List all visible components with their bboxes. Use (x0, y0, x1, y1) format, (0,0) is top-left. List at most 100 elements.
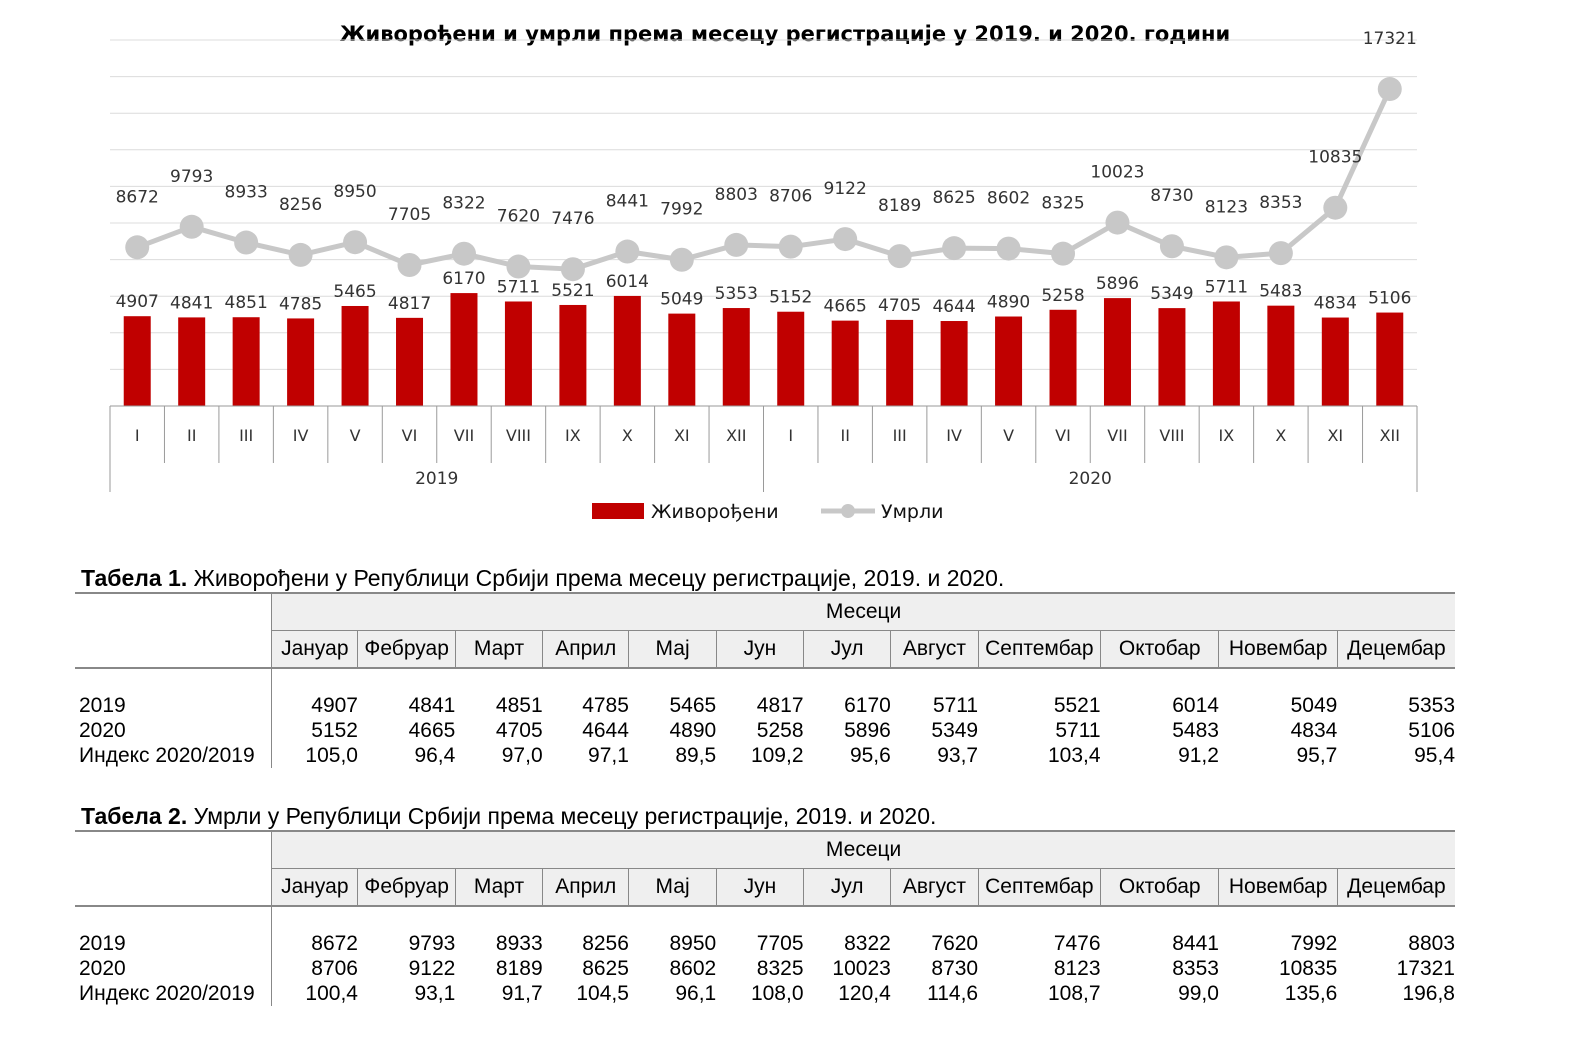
header-month: Април (542, 868, 629, 907)
data-label-births: 4665 (824, 297, 867, 317)
table-cell: 8256 (582, 932, 629, 955)
table-row: 2019 8672 9793 8933 8256 8950 7705 8322 7620 7476… (75, 931, 1455, 956)
header-stub (75, 868, 272, 907)
table-cell: 8123 (1053, 957, 1101, 980)
bar-births (123, 316, 151, 406)
line-deaths (136, 87, 1393, 272)
header-month: Јун (715, 630, 804, 669)
bar-births (1049, 309, 1077, 406)
bar-births (287, 318, 315, 406)
table-cell: 17321 (1396, 957, 1455, 980)
spacer-cell (75, 668, 273, 693)
table-cell: 4665 (408, 719, 456, 742)
x-tick-label: XII (726, 426, 746, 445)
x-tick-label: IX (1219, 426, 1235, 445)
header-month: Децембар (1336, 630, 1455, 669)
header-month: Април (542, 630, 629, 669)
x-tick-label: VI (402, 426, 418, 445)
spacer-cell (75, 906, 273, 931)
header-months-group: Месеци (271, 592, 1455, 631)
bar-births (1158, 308, 1186, 406)
header-month: Фебруар (357, 630, 456, 669)
table-cell: 4890 (669, 719, 717, 742)
header-month: Јануар (271, 630, 358, 669)
data-label-deaths: 9793 (170, 167, 213, 187)
table-cell: 6170 (844, 694, 891, 717)
data-label-deaths: 8322 (442, 194, 485, 214)
x-tick-label: IX (565, 426, 581, 445)
bar-births (668, 313, 696, 406)
x-tick-label: VIII (1159, 426, 1184, 445)
table-cell: 4785 (582, 694, 629, 717)
births-deaths-chart: Живорођени и умрли према месецу регистра… (109, 22, 1418, 523)
legend-label-births: Живорођени (651, 501, 779, 523)
table-cell: 5349 (931, 719, 979, 742)
table-cell: 91,7 (501, 982, 543, 1005)
table-cell: 93,1 (414, 982, 456, 1005)
data-label-births: 4705 (878, 296, 921, 316)
point-deaths (1268, 241, 1293, 266)
table-row: 2019 4907 4841 4851 4785 5465 4817 6170 5711 5521… (75, 693, 1455, 718)
point-deaths (397, 252, 422, 277)
data-label-births: 5711 (497, 277, 540, 297)
point-deaths (1105, 210, 1130, 235)
table-cell: 105,0 (305, 744, 358, 767)
x-tick-label: V (1003, 426, 1014, 445)
point-deaths (887, 244, 912, 269)
table-row: 2020 5152 4665 4705 4644 4890 5258 5896 5349 5711… (75, 718, 1455, 743)
data-label-deaths: 10835 (1308, 148, 1362, 168)
table-cell: 4705 (495, 719, 543, 742)
table-cell: 120,4 (838, 982, 891, 1005)
data-label-deaths: 17321 (1363, 29, 1417, 49)
header-month: Фебруар (357, 868, 456, 907)
data-label-deaths: 8706 (769, 187, 812, 207)
header-month: Јул (803, 868, 891, 907)
data-label-births: 5521 (551, 281, 594, 301)
point-deaths (343, 230, 368, 255)
header-month: Мај (628, 630, 717, 669)
point-deaths (833, 227, 858, 252)
data-label-births: 4851 (225, 293, 268, 313)
bar-births (559, 304, 587, 406)
table-cell: 6014 (1172, 694, 1219, 717)
table-cell: 8933 (495, 932, 543, 955)
x-tick-label: X (1275, 426, 1286, 445)
point-deaths (179, 214, 204, 239)
x-group-label: 2020 (1069, 469, 1112, 489)
table-cell: 5711 (1055, 719, 1101, 742)
data-label-births: 4907 (116, 292, 159, 312)
births-bars (123, 293, 1404, 406)
header-months-row: Јануар Фебруар Март Април Мај Јун Јул Август Сеп… (75, 868, 1455, 907)
point-deaths (778, 234, 803, 259)
table-cell: 4834 (1290, 719, 1338, 742)
point-deaths (560, 257, 585, 282)
bar-births (178, 317, 206, 406)
point-deaths (996, 236, 1021, 261)
row-label: 2019 (75, 693, 273, 718)
bar-births (396, 317, 424, 406)
bar-births (886, 319, 914, 406)
data-label-deaths: 9122 (824, 179, 867, 199)
row-label: 2020 (75, 718, 273, 743)
table-cell: 5258 (756, 719, 804, 742)
header-month: Март (454, 868, 543, 907)
data-label-births: 4817 (388, 294, 431, 314)
header-month: Јул (803, 630, 891, 669)
legend-label-deaths: Умрли (881, 501, 943, 523)
x-tick-label: II (187, 426, 196, 445)
table-cell: 8325 (756, 957, 804, 980)
table-cell: 4851 (495, 694, 543, 717)
table-cell: 7476 (1053, 932, 1101, 955)
data-label-deaths: 8803 (715, 185, 758, 205)
row-label: Индекс 2020/2019 (75, 743, 273, 768)
x-tick-label: I (135, 426, 140, 445)
bar-births (995, 316, 1023, 406)
x-axis: I II III IV V VI VII VIII IX X XI XII I II III IV V VI VII… (109, 405, 1418, 492)
table-cell: 93,7 (937, 744, 979, 767)
table-cell: 8602 (669, 957, 717, 980)
table-cell: 91,2 (1178, 744, 1219, 767)
x-tick-label: I (788, 426, 793, 445)
header-month: Август (890, 630, 979, 669)
point-deaths (125, 235, 150, 260)
chart-title: Живорођени и умрли према месецу регистра… (340, 22, 1230, 46)
